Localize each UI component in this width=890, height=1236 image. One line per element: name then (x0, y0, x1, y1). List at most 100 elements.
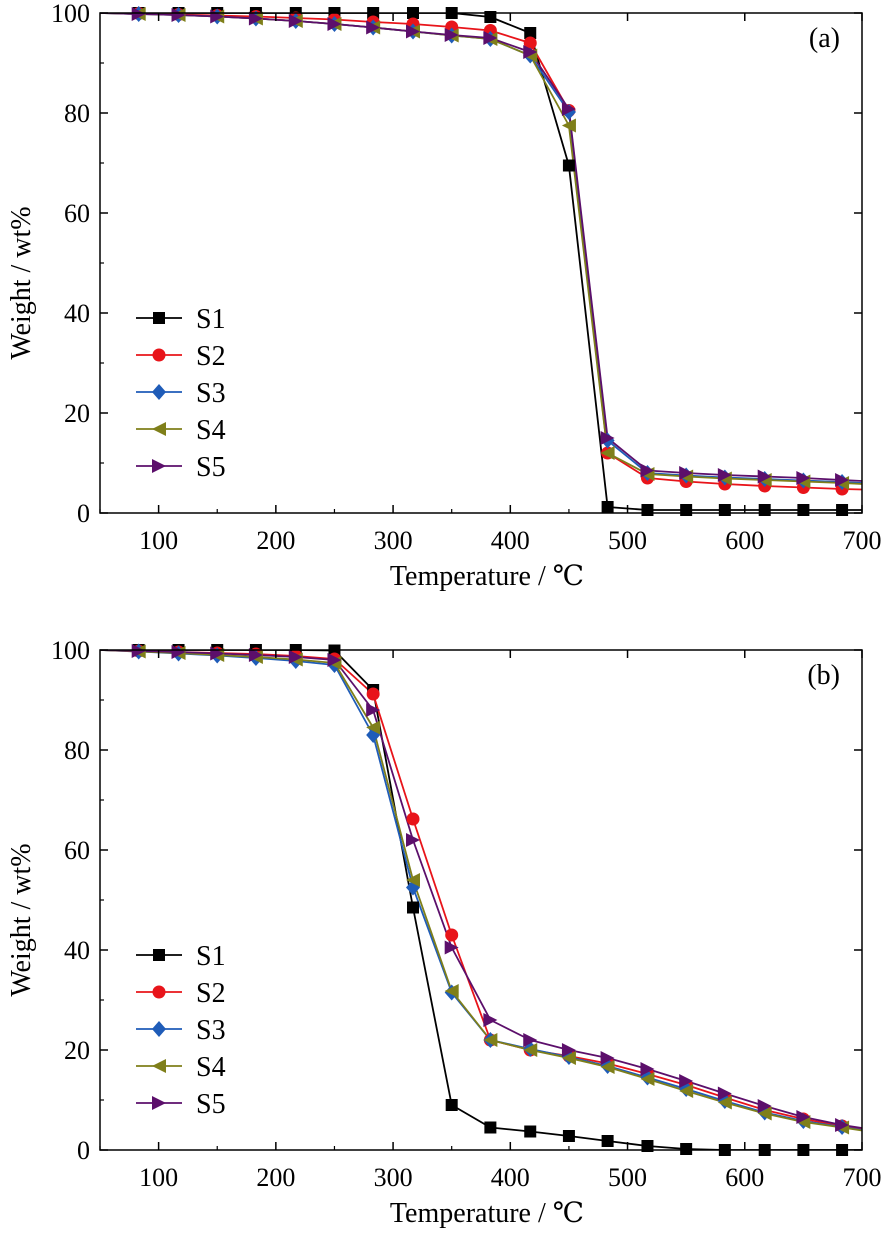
panel-label: (b) (807, 660, 840, 691)
data-point (444, 28, 459, 42)
legend-marker-s5 (152, 459, 166, 473)
data-point (640, 1072, 655, 1086)
legend: S1 S2 S3 S4 S5 (136, 304, 226, 483)
data-point (600, 1060, 615, 1074)
data-point (717, 1095, 732, 1110)
data-point (718, 504, 731, 516)
data-point (445, 928, 459, 942)
series-markers-s3 (131, 6, 850, 490)
data-point (131, 7, 146, 21)
data-point (561, 1051, 576, 1065)
data-point (757, 1106, 772, 1121)
data-point (523, 1043, 538, 1057)
data-point (601, 501, 614, 513)
data-point (366, 20, 381, 35)
data-point (406, 833, 421, 847)
series-markers-s5 (131, 7, 850, 487)
data-point (835, 473, 850, 487)
x-tick-label: 100 (139, 526, 178, 555)
legend-marker-s4 (152, 1059, 166, 1073)
data-point (406, 812, 420, 826)
chart-panel-a: 100 200 300 400 500 600 700 0 20 40 60 80 100 Tempera… (6, 0, 882, 592)
legend-marker-s3 (152, 1021, 166, 1037)
data-point (524, 27, 537, 39)
legend-marker-s3 (152, 384, 166, 400)
data-point (444, 940, 459, 955)
y-axis-title: Weight / wt% (6, 843, 37, 996)
legend-label-s3: S3 (196, 378, 226, 409)
data-point (600, 431, 615, 445)
data-point (406, 24, 421, 39)
data-point (366, 687, 380, 701)
legend-label-s2: S2 (196, 978, 226, 1009)
data-point (366, 720, 381, 735)
data-point (523, 45, 538, 59)
x-tick-label: 600 (725, 526, 764, 555)
data-point (248, 648, 263, 662)
data-point (524, 1125, 537, 1138)
x-tick-label: 200 (256, 526, 295, 555)
legend-marker-s5 (152, 1096, 166, 1110)
data-point (641, 1140, 654, 1152)
x-tick-label: 100 (139, 1163, 178, 1192)
data-point (836, 504, 849, 516)
y-tick-label: 40 (64, 936, 90, 965)
data-point (601, 1135, 614, 1147)
legend-label-s1: S1 (196, 304, 226, 335)
data-point (248, 11, 263, 26)
y-tick-label: 80 (64, 99, 90, 128)
x-tick-label: 600 (725, 1163, 764, 1192)
data-point (484, 1121, 497, 1134)
x-tick-label: 300 (374, 1163, 413, 1192)
x-tick-label: 700 (843, 1163, 882, 1192)
x-tick-label: 300 (374, 526, 413, 555)
y-tick-label: 100 (51, 0, 90, 28)
data-point (796, 471, 811, 485)
data-point (679, 1074, 694, 1088)
series-line-s5 (100, 13, 862, 482)
legend-marker-s1 (153, 312, 165, 324)
data-point (641, 504, 654, 516)
chart-panel-b: 100 200 300 400 500 600 700 0 20 40 60 80 100 Tempera… (6, 636, 882, 1229)
legend-marker-s2 (152, 348, 166, 362)
data-point (561, 1043, 576, 1057)
panel-label: (a) (809, 23, 840, 54)
data-point (131, 644, 146, 658)
data-point (679, 466, 694, 480)
data-point (171, 645, 186, 659)
legend-label-s1: S1 (196, 941, 226, 972)
data-point (171, 8, 186, 22)
y-tick-label: 60 (64, 199, 90, 228)
data-point (327, 653, 342, 667)
y-axis-title: Weight / wt% (6, 206, 37, 359)
data-point (288, 650, 303, 664)
y-tick-label: 40 (64, 299, 90, 328)
data-point (757, 469, 772, 484)
y-tick-label: 100 (51, 636, 90, 665)
data-point (444, 984, 459, 998)
series-markers-s1 (132, 644, 849, 1156)
data-point (523, 36, 537, 50)
series-markers-s4 (131, 644, 850, 1135)
x-tick-label: 500 (608, 1163, 647, 1192)
legend-label-s4: S4 (196, 1052, 226, 1083)
data-point (600, 1051, 615, 1065)
data-point (758, 504, 771, 516)
data-point (327, 17, 342, 31)
series-markers-s2 (132, 644, 849, 1133)
data-point (445, 1099, 458, 1111)
data-point (406, 873, 421, 887)
y-tick-label: 0 (77, 1136, 90, 1165)
x-tick-label: 200 (256, 1163, 295, 1192)
data-point (640, 1062, 655, 1076)
data-point (483, 1033, 498, 1047)
data-point (483, 1013, 498, 1027)
legend-marker-s1 (153, 949, 165, 961)
legend-label-s4: S4 (196, 415, 226, 446)
data-point (796, 1110, 811, 1124)
x-tick-label: 700 (843, 526, 882, 555)
y-tick-label: 60 (64, 836, 90, 865)
y-tick-label: 80 (64, 736, 90, 765)
x-tick-label: 400 (491, 526, 530, 555)
